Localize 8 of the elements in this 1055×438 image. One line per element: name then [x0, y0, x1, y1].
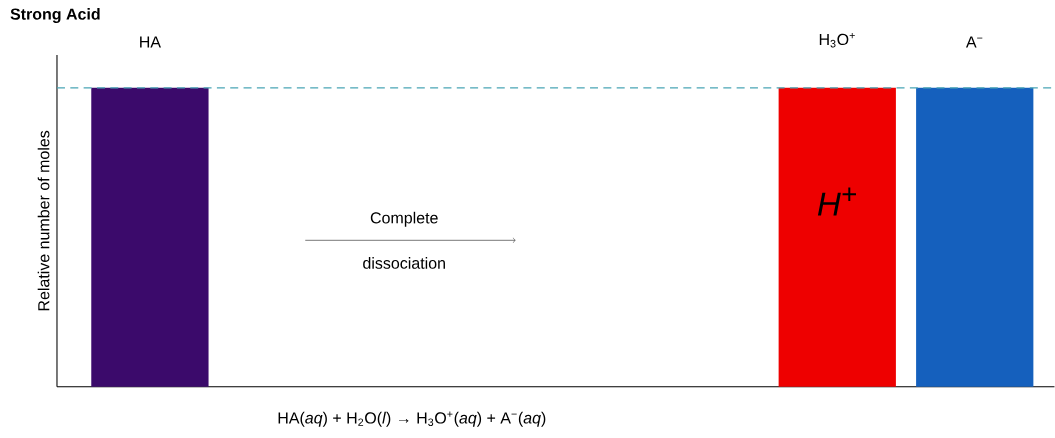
text: HA(aq) + H$_{2}$O(l) → H$_{3}$O$^{+}$(aq) + A$^{−}$(aq)	[278, 411, 546, 427]
text: Complete dissociation	[363, 211, 445, 269]
x-tick-label: H$_{3}$O$^{+}$	[819, 33, 855, 48]
y-axis-title: Relative number of moles	[37, 130, 50, 311]
chart-title: Strong Acid	[10, 8, 100, 24]
x-tick-label: HA	[140, 36, 161, 48]
x-tick-label: A$^{−}$	[965, 36, 983, 48]
annotation: H$^{+}$	[817, 187, 857, 216]
